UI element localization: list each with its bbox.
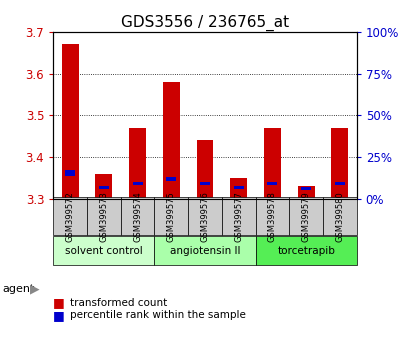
- Bar: [129, 128, 146, 199]
- Text: GSM399576: GSM399576: [200, 191, 209, 242]
- Title: GDS3556 / 236765_at: GDS3556 / 236765_at: [121, 14, 288, 30]
- Bar: [162, 82, 179, 199]
- Text: GSM399574: GSM399574: [133, 191, 142, 242]
- Bar: [255, 236, 356, 266]
- Text: percentile rank within the sample: percentile rank within the sample: [70, 310, 245, 320]
- Text: agent: agent: [2, 284, 34, 293]
- Text: solvent control: solvent control: [65, 246, 142, 256]
- Bar: [230, 178, 247, 199]
- Text: ■: ■: [53, 296, 65, 309]
- Bar: [330, 128, 347, 199]
- Text: GSM399575: GSM399575: [166, 191, 175, 242]
- Bar: [62, 44, 79, 199]
- Bar: [221, 198, 255, 235]
- Text: GSM399572: GSM399572: [65, 191, 74, 242]
- Bar: [166, 177, 176, 181]
- Text: GSM399580: GSM399580: [335, 191, 344, 242]
- Bar: [53, 198, 87, 235]
- Bar: [322, 198, 356, 235]
- Bar: [154, 198, 188, 235]
- Bar: [255, 198, 289, 235]
- Bar: [95, 174, 112, 199]
- Bar: [87, 198, 120, 235]
- Bar: [154, 236, 255, 266]
- Bar: [53, 236, 154, 266]
- Bar: [263, 128, 280, 199]
- Bar: [267, 182, 277, 185]
- Text: GSM399577: GSM399577: [234, 191, 243, 242]
- Text: ■: ■: [53, 309, 65, 321]
- Bar: [297, 186, 314, 199]
- Bar: [334, 182, 344, 185]
- Text: GSM399579: GSM399579: [301, 191, 310, 242]
- Bar: [289, 198, 322, 235]
- Text: torcetrapib: torcetrapib: [276, 246, 334, 256]
- Bar: [233, 186, 243, 189]
- Text: GSM399578: GSM399578: [267, 191, 276, 242]
- Bar: [132, 182, 142, 185]
- Text: GSM399573: GSM399573: [99, 191, 108, 242]
- Bar: [120, 198, 154, 235]
- Bar: [188, 198, 221, 235]
- Bar: [196, 140, 213, 199]
- Bar: [99, 186, 109, 189]
- Text: ▶: ▶: [29, 282, 39, 295]
- Text: angiotensin II: angiotensin II: [169, 246, 240, 256]
- Bar: [65, 170, 75, 176]
- Bar: [300, 187, 310, 190]
- Bar: [200, 182, 209, 185]
- Text: transformed count: transformed count: [70, 298, 166, 308]
